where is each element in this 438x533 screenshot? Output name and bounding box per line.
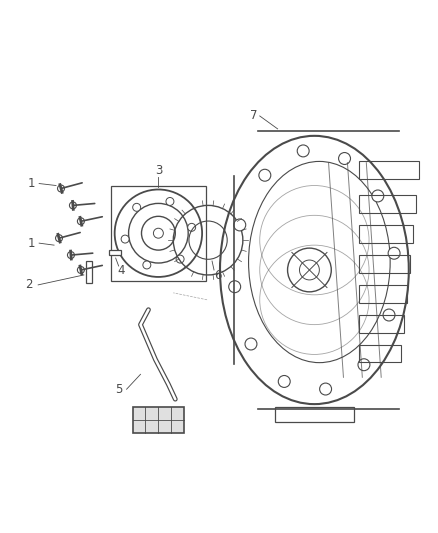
Circle shape: [166, 198, 174, 205]
Circle shape: [133, 204, 141, 211]
Text: 3: 3: [155, 164, 162, 177]
Bar: [111, 185, 206, 281]
Circle shape: [388, 247, 400, 259]
Text: 7: 7: [250, 109, 258, 123]
Bar: [275, 407, 354, 422]
Circle shape: [229, 281, 240, 293]
Circle shape: [297, 145, 309, 157]
Circle shape: [383, 309, 395, 321]
Text: 1: 1: [28, 237, 35, 249]
Bar: [86, 261, 92, 283]
Circle shape: [259, 169, 271, 181]
Circle shape: [245, 338, 257, 350]
Circle shape: [339, 152, 350, 165]
Circle shape: [143, 261, 151, 269]
Circle shape: [278, 375, 290, 387]
Text: 6: 6: [214, 270, 222, 282]
Circle shape: [121, 235, 129, 243]
Bar: [133, 407, 184, 433]
Circle shape: [372, 190, 384, 202]
Text: 2: 2: [25, 278, 33, 292]
Text: 1: 1: [28, 177, 35, 190]
Circle shape: [188, 223, 196, 231]
Circle shape: [358, 359, 370, 370]
Text: 5: 5: [115, 383, 122, 395]
Bar: [109, 250, 120, 255]
Circle shape: [320, 383, 332, 395]
Circle shape: [234, 219, 246, 231]
Text: 4: 4: [117, 264, 124, 278]
Circle shape: [176, 255, 184, 263]
